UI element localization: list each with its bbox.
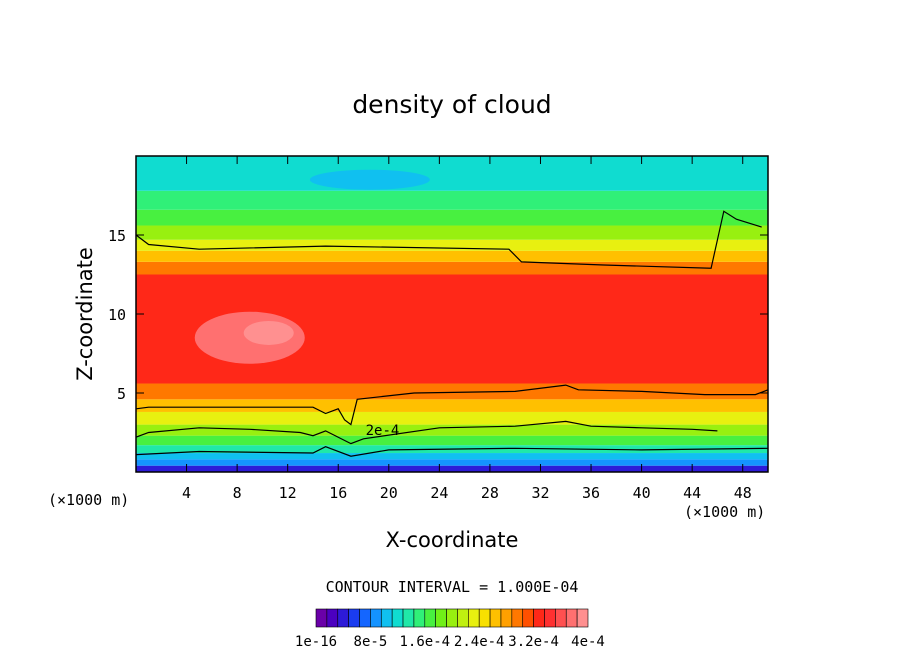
field-band-1 xyxy=(136,459,768,466)
field-band-7 xyxy=(136,399,768,412)
y-tick-label-0: 5 xyxy=(117,385,126,403)
contour-line-0 xyxy=(136,210,762,269)
plot-area xyxy=(136,156,768,472)
field-band-14 xyxy=(136,209,768,226)
y-axis-ticks: 5 10 15 xyxy=(108,227,768,403)
colorbar xyxy=(315,608,589,628)
colorbar-swatch-11 xyxy=(435,608,447,628)
x-tick-label-4: 20 xyxy=(380,484,398,502)
field-band-4 xyxy=(136,435,768,446)
x-axis-unit-right: (×1000 m) xyxy=(684,503,765,521)
colorbar-swatch-12 xyxy=(446,608,458,628)
field-band-2 xyxy=(136,453,768,460)
colorbar-swatch-21 xyxy=(544,608,556,628)
colorbar-swatch-15 xyxy=(478,608,491,628)
contour-label: 2e-4 xyxy=(366,423,400,439)
colorbar-swatch-6 xyxy=(380,608,393,628)
contour-line-3 xyxy=(136,446,768,457)
colorbar-swatch-18 xyxy=(511,608,524,628)
colorbar-swatch-0 xyxy=(315,608,328,628)
x-tick-label-6: 28 xyxy=(481,484,499,502)
colorbar-tick-labels: 1e-16 8e-5 1.6e-4 2.4e-4 3.2e-4 4e-4 xyxy=(295,634,605,650)
x-axis-label: X-coordinate xyxy=(386,528,519,552)
colorbar-swatch-24 xyxy=(576,608,589,628)
colorbar-swatch-5 xyxy=(370,608,382,628)
field-band-5 xyxy=(136,424,768,436)
x-tick-label-7: 32 xyxy=(531,484,549,502)
chart-title: density of cloud xyxy=(352,90,551,119)
colorbar-swatch-9 xyxy=(413,608,426,628)
colorbar-swatch-14 xyxy=(468,608,480,628)
colorbar-swatch-19 xyxy=(522,608,534,628)
x-tick-label-5: 24 xyxy=(430,484,448,502)
x-tick-label-10: 44 xyxy=(683,484,701,502)
x-tick-label-2: 12 xyxy=(279,484,297,502)
x-tick-label-11: 48 xyxy=(734,484,752,502)
colorbar-swatch-13 xyxy=(457,608,469,628)
colorbar-tick-label-2: 1.6e-4 xyxy=(400,634,451,650)
field-band-12 xyxy=(136,239,768,251)
x-axis-unit-left: (×1000 m) xyxy=(48,491,129,509)
contour-line-2 xyxy=(136,420,718,445)
colorbar-tick-label-4: 3.2e-4 xyxy=(508,634,559,650)
colorbar-swatch-4 xyxy=(359,608,371,628)
field-band-6 xyxy=(136,411,768,425)
colorbar-swatch-1 xyxy=(326,608,339,628)
colorbar-swatch-22 xyxy=(555,608,567,628)
x-tick-label-8: 36 xyxy=(582,484,600,502)
colorbar-swatch-8 xyxy=(402,608,415,628)
field-band-15 xyxy=(136,190,768,210)
colorbar-tick-label-1: 8e-5 xyxy=(354,634,388,650)
colorbar-swatch-23 xyxy=(565,608,578,628)
colorbar-tick-label-0: 1e-16 xyxy=(295,634,337,650)
y-tick-label-2: 15 xyxy=(108,227,126,245)
y-tick-label-1: 10 xyxy=(108,306,126,324)
contour-lines: 2e-4 xyxy=(136,210,768,457)
colorbar-swatch-3 xyxy=(348,608,360,628)
x-tick-label-9: 40 xyxy=(633,484,651,502)
contour-interval-text: CONTOUR INTERVAL = 1.000E-04 xyxy=(326,578,579,596)
colorbar-swatch-7 xyxy=(391,608,404,628)
colorbar-swatch-10 xyxy=(424,608,436,628)
x-tick-label-3: 16 xyxy=(329,484,347,502)
colorbar-swatch-16 xyxy=(489,608,502,628)
field-band-10 xyxy=(136,261,768,275)
peak-region-2 xyxy=(309,169,430,190)
contour-line-1 xyxy=(136,384,768,426)
field-band-0 xyxy=(136,465,768,472)
colorbar-swatch-20 xyxy=(533,608,545,628)
colorbar-tick-label-5: 4e-4 xyxy=(571,634,605,650)
field-band-13 xyxy=(136,225,768,240)
x-tick-label-1: 8 xyxy=(233,484,242,502)
field-band-8 xyxy=(136,383,768,400)
y-axis-label: Z-coordinate xyxy=(73,247,97,381)
field-band-16 xyxy=(136,156,768,191)
x-tick-label-0: 4 xyxy=(182,484,191,502)
field-band-11 xyxy=(136,250,768,262)
colorbar-swatch-2 xyxy=(337,608,349,628)
colorbar-tick-label-3: 2.4e-4 xyxy=(454,634,505,650)
x-axis-ticks: 4 8 12 16 20 24 28 32 36 40 44 48 xyxy=(182,156,752,502)
peak-region-1 xyxy=(243,320,294,345)
colorbar-swatch-17 xyxy=(500,608,513,628)
